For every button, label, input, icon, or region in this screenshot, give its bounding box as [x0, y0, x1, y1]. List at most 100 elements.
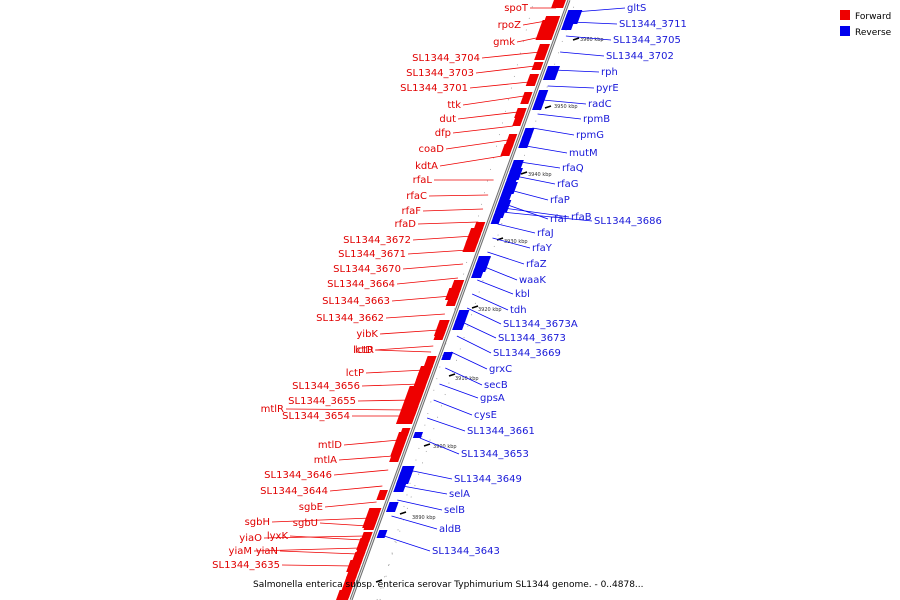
forward-leader-line	[452, 125, 514, 134]
forward-gene-label: lyxK	[267, 531, 289, 542]
reverse-gene-label: rpmB	[583, 114, 610, 125]
reverse-gene-label: waaK	[519, 275, 546, 286]
reverse-gene-label: aldB	[439, 524, 461, 535]
forward-gene-label: kdtA	[415, 161, 438, 172]
reverse-gene-label: SL1344_3711	[619, 19, 687, 30]
forward-gene-feature	[433, 326, 448, 340]
forward-gene-label: SL1344_3655	[288, 396, 356, 407]
reverse-gene-label: radC	[588, 99, 612, 110]
reverse-gene-label: SL1344_3705	[613, 35, 681, 46]
reverse-gene-feature	[385, 502, 399, 512]
reverse-leader-line	[439, 383, 479, 399]
forward-gene-feature	[423, 356, 437, 368]
forward-gene-label: mtlR	[261, 404, 284, 415]
forward-gene-label: SL1344_3663	[322, 296, 390, 307]
reverse-leader-line	[433, 399, 473, 416]
forward-leader-line	[361, 383, 420, 387]
reverse-leader-line	[384, 535, 431, 552]
forward-gene-feature	[445, 294, 460, 306]
forward-leader-line	[516, 35, 546, 43]
forward-gene-label: SL1344_3670	[333, 264, 401, 275]
forward-leader-line	[475, 65, 536, 74]
map-caption: Salmonella enterica subsp. enterica sero…	[253, 580, 644, 590]
reverse-leader-line	[492, 237, 531, 249]
reverse-gene-label: rfaG	[557, 179, 579, 190]
reverse-leader-line	[547, 85, 595, 89]
reverse-gene-feature	[535, 90, 549, 100]
forward-gene-label: spoT	[504, 3, 529, 14]
forward-gene-label: dut	[439, 114, 456, 125]
reverse-leader-line	[487, 251, 525, 265]
forward-leader-line	[357, 399, 414, 402]
reverse-leader-line	[456, 335, 492, 354]
reverse-gene-label: SL1344_3702	[606, 51, 674, 62]
reverse-leader-line	[570, 21, 618, 25]
forward-leader-line	[281, 564, 354, 567]
forward-gene-feature	[534, 44, 550, 60]
reverse-gene-feature	[490, 214, 503, 224]
reverse-gene-feature	[393, 480, 408, 492]
reverse-leader-line	[520, 161, 561, 169]
forward-leader-line	[329, 485, 383, 492]
reverse-leader-line	[466, 307, 502, 325]
gene-features	[336, 0, 583, 600]
reverse-gene-feature	[521, 128, 535, 138]
reverse-leader-line	[501, 211, 593, 222]
forward-leader-line	[271, 517, 371, 523]
forward-leader-line	[402, 263, 464, 270]
forward-gene-label: SL1344_3662	[316, 313, 384, 324]
reverse-gene-label: rfaY	[532, 243, 553, 254]
reverse-leader-line	[402, 485, 448, 495]
forward-gene-label: sgbH	[245, 517, 270, 528]
forward-leader-line	[391, 295, 452, 302]
forward-leader-line	[338, 455, 394, 461]
reverse-leader-line	[560, 51, 605, 57]
reverse-gene-feature	[452, 320, 466, 330]
reverse-leader-line	[542, 99, 587, 105]
forward-leader-line	[481, 51, 541, 59]
reverse-gene-label: gltS	[627, 3, 646, 14]
forward-gene-label: sgbU	[293, 518, 318, 529]
reverse-gene-label: grxC	[489, 364, 512, 375]
reverse-gene-label: SL1344_3686	[594, 216, 662, 227]
reverse-leader-line	[391, 515, 438, 530]
forward-gene-label: rfaL	[413, 175, 433, 186]
reverse-leader-line	[472, 293, 509, 311]
reverse-leader-line	[450, 351, 488, 370]
reverse-leader-line	[397, 499, 443, 511]
forward-gene-feature	[525, 74, 540, 86]
forward-leader-line	[279, 550, 358, 555]
reverse-gene-label: rfaQ	[562, 163, 584, 174]
reverse-gene-label: SL1344_3653	[461, 449, 529, 460]
forward-gene-feature	[531, 62, 544, 70]
forward-gene-label: sgbE	[299, 502, 323, 513]
forward-leader-line	[428, 194, 489, 197]
forward-gene-feature	[520, 92, 533, 104]
forward-leader-line	[285, 408, 411, 411]
forward-gene-feature	[500, 144, 514, 156]
reverse-gene-feature	[470, 268, 485, 278]
forward-leader-line	[324, 501, 377, 508]
forward-gene-label: SL1344_3656	[292, 381, 360, 392]
forward-gene-label: SL1344_3654	[282, 411, 350, 422]
reverse-gene-label: kbl	[515, 289, 530, 300]
reverse-leader-line	[553, 69, 600, 73]
forward-leader-line	[457, 111, 519, 120]
forward-gene-feature	[512, 114, 525, 126]
tick-label: 3950 kbp	[554, 104, 578, 110]
reverse-leader-line	[565, 35, 612, 41]
forward-gene-feature	[462, 240, 479, 252]
reverse-gene-label: rfaB	[571, 212, 592, 223]
tick-label: 3930 kbp	[504, 239, 528, 245]
reverse-leader-line	[525, 145, 568, 154]
forward-leader-line	[379, 329, 440, 335]
reverse-leader-line	[408, 469, 453, 480]
reverse-gene-feature	[542, 66, 561, 80]
tick-label: 3940 kbp	[528, 172, 552, 178]
forward-leader-line	[522, 19, 552, 26]
reverse-leader-line	[461, 321, 497, 339]
reverse-gene-label: SL1344_3661	[467, 426, 535, 437]
reverse-gene-label: gpsA	[480, 393, 505, 404]
reverse-leader-line	[497, 223, 536, 234]
forward-gene-label: yibK	[356, 329, 378, 340]
